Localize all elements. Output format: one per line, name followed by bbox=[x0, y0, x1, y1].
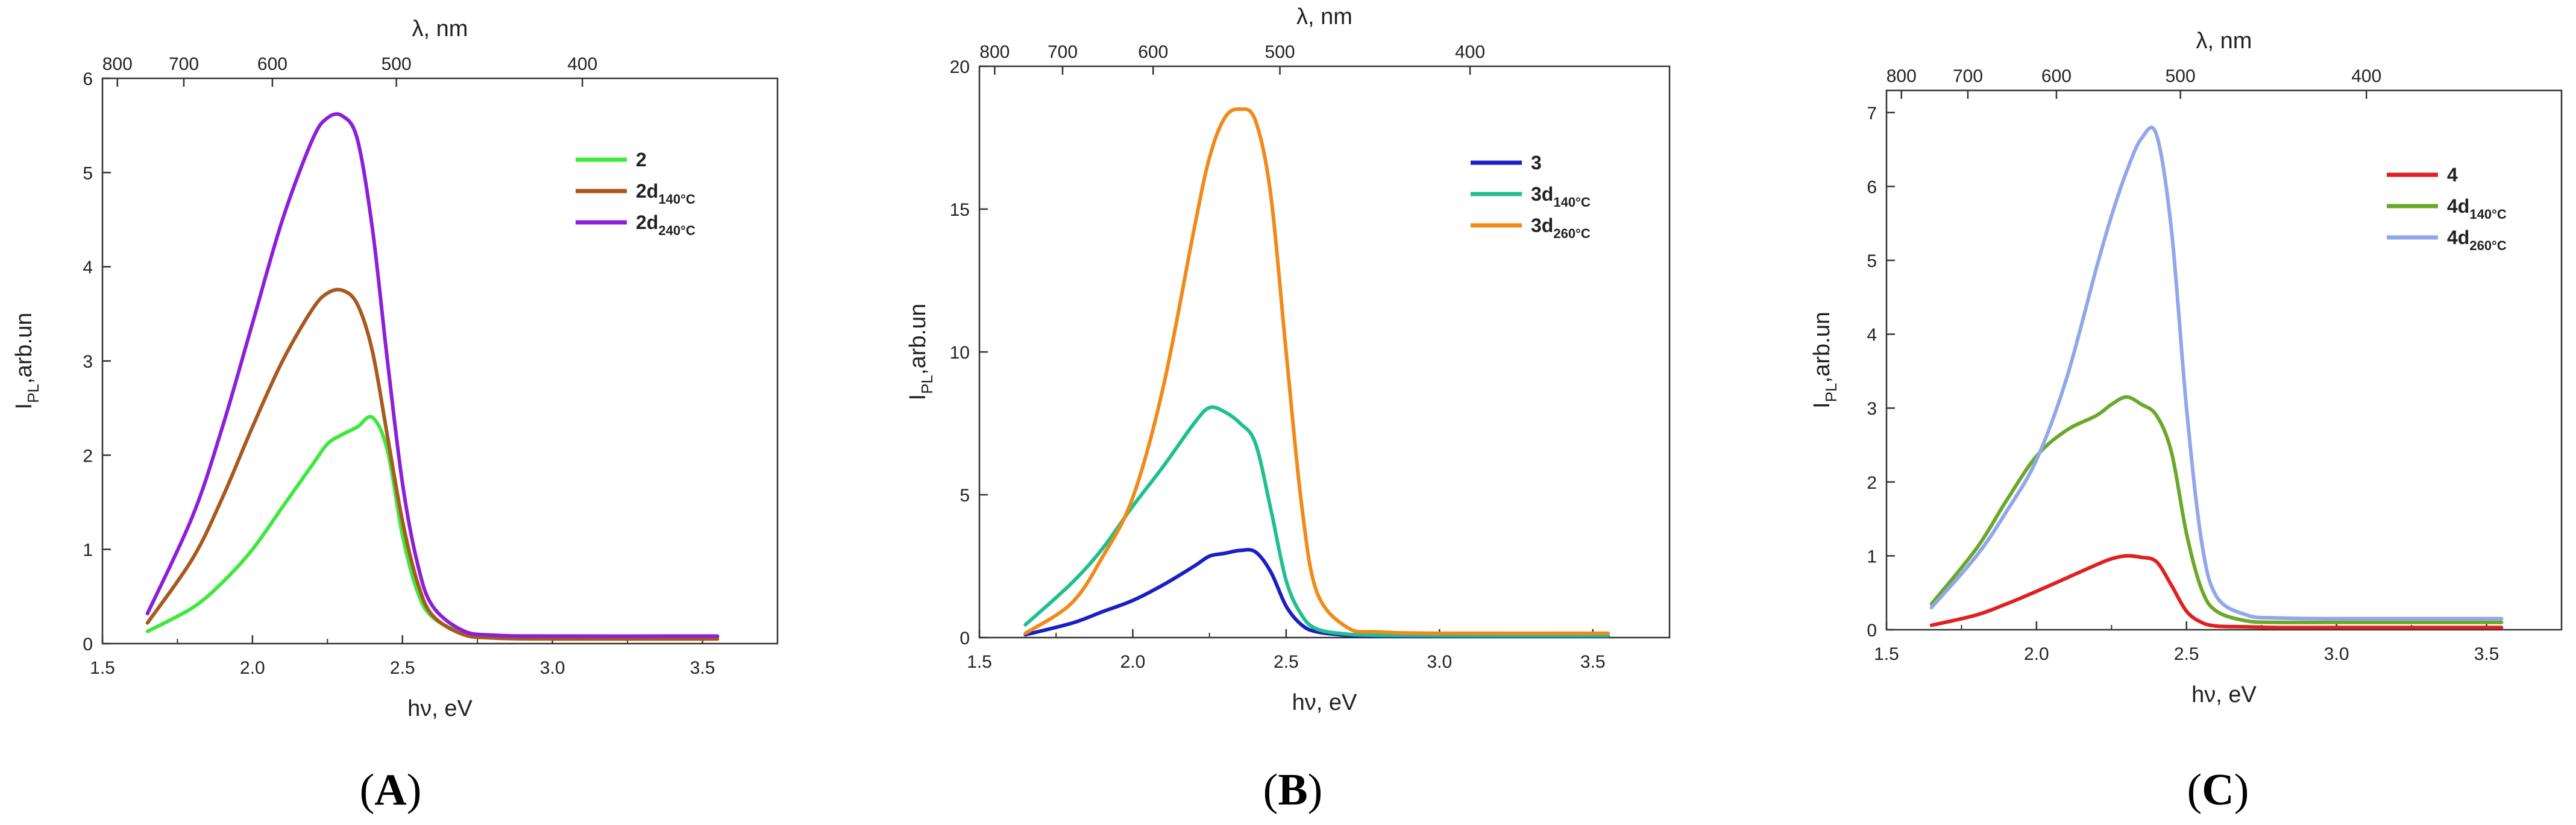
y-tick-label: 3 bbox=[83, 352, 93, 372]
x-tick-label: 3.0 bbox=[540, 658, 565, 678]
x-tick-label: 2.0 bbox=[1120, 652, 1146, 672]
legend-label: 2 bbox=[636, 149, 647, 171]
y-axis-label: IPL,arb.un bbox=[905, 304, 936, 401]
top-tick-label: 600 bbox=[2041, 66, 2072, 86]
y-tick-label: 0 bbox=[1867, 621, 1877, 641]
y-tick-label: 10 bbox=[950, 343, 970, 363]
panel-label: (A) bbox=[360, 765, 422, 815]
x-tick-label: 2.5 bbox=[390, 658, 415, 678]
y-axis-label: IPL,arb.un bbox=[1809, 312, 1840, 409]
y-axis-label: IPL,arb.un bbox=[11, 313, 42, 410]
panel-label: (C) bbox=[2187, 765, 2249, 815]
y-tick-label: 0 bbox=[960, 629, 970, 648]
x-tick-label: 1.5 bbox=[1874, 644, 1899, 664]
top-tick-label: 700 bbox=[1048, 42, 1078, 62]
y-tick-label: 5 bbox=[83, 163, 93, 183]
x-tick-label: 3.5 bbox=[2474, 644, 2499, 664]
series-line-3d-140 bbox=[1023, 405, 1610, 638]
x-tick-label: 3.0 bbox=[1427, 652, 1452, 672]
series-line-3d-260 bbox=[1023, 107, 1610, 636]
top-axis-label: λ, nm bbox=[412, 16, 468, 42]
y-tick-label: 1 bbox=[83, 541, 93, 560]
top-axis-label: λ, nm bbox=[2196, 28, 2252, 54]
x-axis-label: hν, eV bbox=[407, 696, 473, 721]
series-line-4 bbox=[1929, 554, 2504, 630]
legend-label: 3d140°C bbox=[1531, 183, 1591, 210]
series-line-4d-140 bbox=[1929, 395, 2504, 624]
x-axis-label: hν, eV bbox=[2191, 682, 2257, 707]
top-tick-label: 600 bbox=[257, 54, 287, 74]
panel-label: (B) bbox=[1263, 765, 1323, 815]
y-tick-label: 6 bbox=[1867, 177, 1877, 197]
plot-frame bbox=[978, 65, 1671, 639]
x-axis-label: hν, eV bbox=[1292, 690, 1357, 715]
y-tick-label: 15 bbox=[950, 200, 970, 220]
y-tick-label: 7 bbox=[1867, 104, 1877, 124]
legend-label: 4 bbox=[2447, 164, 2458, 186]
y-tick-label: 4 bbox=[83, 258, 93, 278]
x-tick-label: 2.0 bbox=[240, 658, 265, 678]
legend-label: 3d260°C bbox=[1531, 215, 1591, 241]
y-tick-label: 6 bbox=[83, 69, 93, 89]
legend-label: 4d260°C bbox=[2447, 227, 2507, 253]
top-tick-label: 800 bbox=[1886, 66, 1917, 86]
legend-label: 2d240°C bbox=[636, 212, 696, 238]
series-line-4d-260 bbox=[1929, 125, 2504, 621]
x-tick-label: 3.0 bbox=[2324, 644, 2349, 664]
legend-label: 2d140°C bbox=[636, 180, 696, 207]
x-tick-label: 1.5 bbox=[967, 652, 992, 672]
top-tick-label: 800 bbox=[102, 54, 133, 74]
y-tick-label: 5 bbox=[960, 486, 970, 506]
top-tick-label: 500 bbox=[1265, 42, 1295, 62]
x-tick-label: 3.5 bbox=[690, 658, 715, 678]
y-tick-label: 20 bbox=[950, 57, 970, 77]
x-tick-label: 2.5 bbox=[2174, 644, 2199, 664]
x-tick-label: 2.5 bbox=[1274, 652, 1299, 672]
top-tick-label: 800 bbox=[979, 42, 1010, 62]
y-tick-label: 2 bbox=[83, 446, 93, 466]
top-tick-label: 400 bbox=[2351, 66, 2381, 86]
top-tick-label: 700 bbox=[1953, 66, 1983, 86]
series-line-2d-140 bbox=[145, 287, 720, 641]
x-tick-label: 2.0 bbox=[2024, 644, 2049, 664]
series-line-2d-240 bbox=[145, 112, 720, 638]
chart-panel-c: 1.5 2.0 2.5 3.0 3.5 0 1 2 3 4 5 6 7 800 700 600 500 400 hν… bbox=[1809, 28, 2563, 815]
y-tick-label: 5 bbox=[1867, 251, 1877, 271]
top-tick-label: 500 bbox=[2166, 66, 2196, 86]
y-tick-label: 1 bbox=[1867, 547, 1877, 566]
plot-frame bbox=[101, 77, 779, 645]
chart-panel-b: 1.5 2.0 2.5 3.0 3.5 0 5 10 15 20 800 700 600 500 400 hν… bbox=[905, 4, 1671, 815]
y-tick-label: 0 bbox=[83, 635, 93, 654]
y-tick-label: 4 bbox=[1867, 325, 1877, 345]
plot-frame bbox=[1885, 89, 2563, 631]
top-tick-label: 600 bbox=[1138, 42, 1168, 62]
top-axis-label: λ, nm bbox=[1296, 4, 1352, 30]
x-tick-label: 3.5 bbox=[1580, 652, 1606, 672]
x-tick-label: 1.5 bbox=[90, 658, 115, 678]
y-tick-label: 2 bbox=[1867, 473, 1877, 493]
top-tick-label: 400 bbox=[1455, 42, 1485, 62]
chart-panel-a: 1.5 2.0 2.5 3.0 3.5 0 1 2 3 4 5 6 800 700 600 500 400 hν,… bbox=[11, 16, 779, 815]
legend-label: 3 bbox=[1531, 152, 1542, 174]
top-tick-label: 700 bbox=[169, 54, 199, 74]
y-tick-label: 3 bbox=[1867, 399, 1877, 419]
top-tick-label: 500 bbox=[382, 54, 412, 74]
top-tick-label: 400 bbox=[567, 54, 597, 74]
legend-label: 4d140°C bbox=[2447, 195, 2507, 222]
